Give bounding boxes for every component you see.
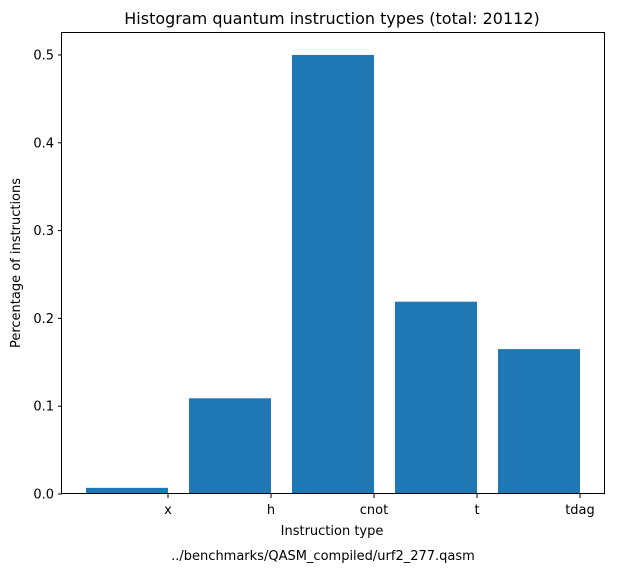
file-caption: ../benchmarks/QASM_compiled/urf2_277.qas… bbox=[171, 549, 475, 564]
x-tick-label-h: h bbox=[267, 503, 275, 518]
y-axis: 0.0 0.1 0.2 0.3 0.4 0.5 bbox=[33, 48, 62, 503]
chart-title: Histogram quantum instruction types (tot… bbox=[124, 9, 539, 28]
y-axis-label: Percentage of instructions bbox=[9, 178, 24, 348]
y-tick-label: 0.4 bbox=[33, 136, 54, 151]
y-tick-label: 0.1 bbox=[33, 400, 54, 415]
x-tick-label-t: t bbox=[474, 503, 479, 518]
bar-t bbox=[395, 301, 477, 494]
x-axis-label: Instruction type bbox=[281, 524, 384, 539]
x-tick-label-cnot: cnot bbox=[360, 503, 388, 518]
bars-group bbox=[86, 54, 580, 494]
y-tick-label: 0.3 bbox=[33, 224, 54, 239]
y-tick-label: 0.2 bbox=[33, 312, 54, 327]
plot-frame bbox=[61, 32, 605, 494]
y-tick-label: 0.5 bbox=[33, 48, 54, 63]
x-tick-label-tdag: tdag bbox=[565, 503, 595, 518]
bar-tdag bbox=[498, 349, 580, 494]
bar-x bbox=[86, 487, 168, 494]
x-tick-label-x: x bbox=[164, 503, 172, 518]
bar-cnot bbox=[292, 54, 374, 494]
x-axis: x h cnot t tdag bbox=[164, 494, 595, 518]
bar-h bbox=[189, 398, 271, 494]
y-tick-label: 0.0 bbox=[33, 488, 54, 503]
